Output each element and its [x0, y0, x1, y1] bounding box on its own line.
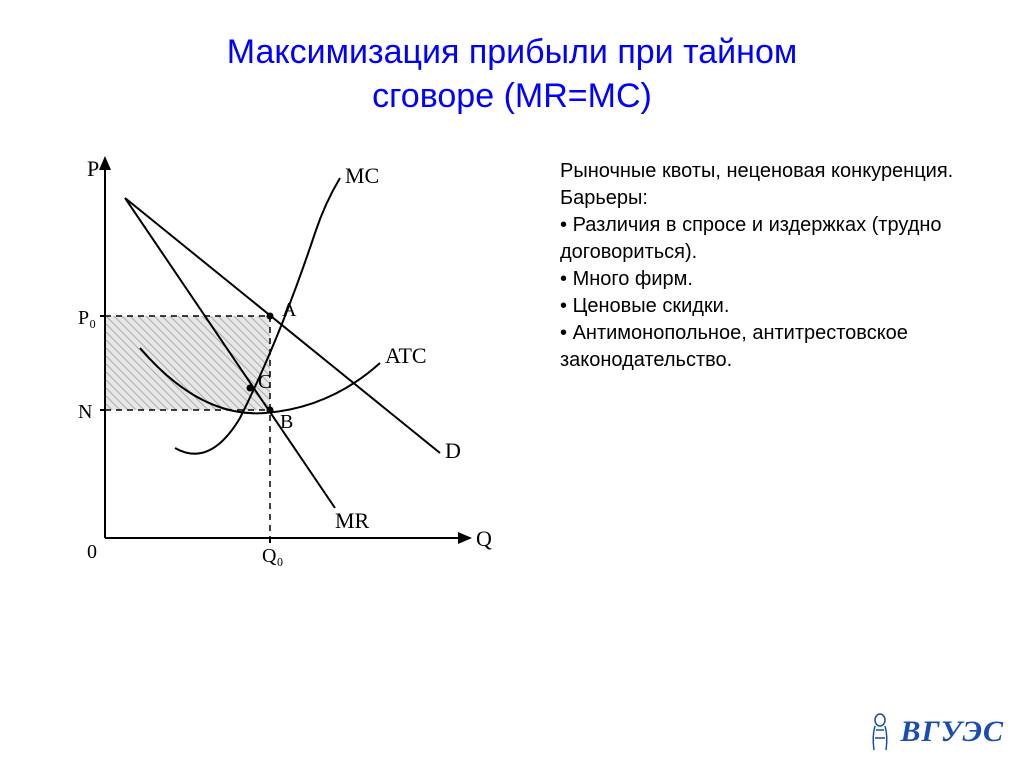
chart-container: P Q 0 MC ATC D MR A BC P₀ N Q₀ — [0, 138, 560, 593]
logo-figure-icon — [866, 712, 894, 752]
point-a-label: A — [282, 299, 297, 321]
profit-region — [105, 316, 270, 410]
n-label: N — [78, 401, 92, 423]
mc-label: MC — [345, 163, 379, 188]
barrier-item: Ценовые скидки. — [560, 293, 1004, 320]
d-label: D — [445, 438, 461, 463]
logo-text: ВГУЭС — [900, 715, 1004, 749]
q0-label: Q₀ — [262, 545, 283, 567]
point-b — [267, 407, 274, 414]
side-text: Рыночные квоты, неценовая конкуренция. Б… — [560, 138, 1024, 593]
point-b-label: B — [280, 411, 293, 433]
barrier-item: Много фирм. — [560, 266, 1004, 293]
x-axis-label: Q — [476, 526, 492, 551]
y-axis-label: P — [87, 156, 99, 181]
origin-label: 0 — [87, 541, 97, 563]
atc-label: ATC — [385, 343, 427, 368]
barriers-label: Барьеры: — [560, 185, 1004, 212]
logo: ВГУЭС — [866, 712, 1004, 752]
barrier-item: Антимонопольное, антитрестовское законод… — [560, 320, 1004, 374]
point-c-label: C — [258, 371, 271, 393]
page-title: Максимизация прибыли при тайном сговоре … — [0, 0, 1024, 118]
point-c — [247, 385, 254, 392]
point-a — [267, 313, 274, 320]
mr-label: MR — [335, 508, 370, 533]
p0-label: P₀ — [78, 307, 96, 329]
content-row: P Q 0 MC ATC D MR A BC P₀ N Q₀ Рыночные квоты, неце… — [0, 138, 1024, 593]
economics-diagram: P Q 0 MC ATC D MR A BC P₀ N Q₀ — [40, 138, 500, 588]
side-intro: Рыночные квоты, неценовая конкуренция. — [560, 158, 1004, 185]
barriers-list: Различия в спросе и издержках (трудно до… — [560, 212, 1004, 374]
title-line-2: сговоре (MR=MC) — [372, 77, 652, 115]
title-line-1: Максимизация прибыли при тайном — [227, 33, 797, 71]
barrier-item: Различия в спросе и издержках (трудно до… — [560, 212, 1004, 266]
